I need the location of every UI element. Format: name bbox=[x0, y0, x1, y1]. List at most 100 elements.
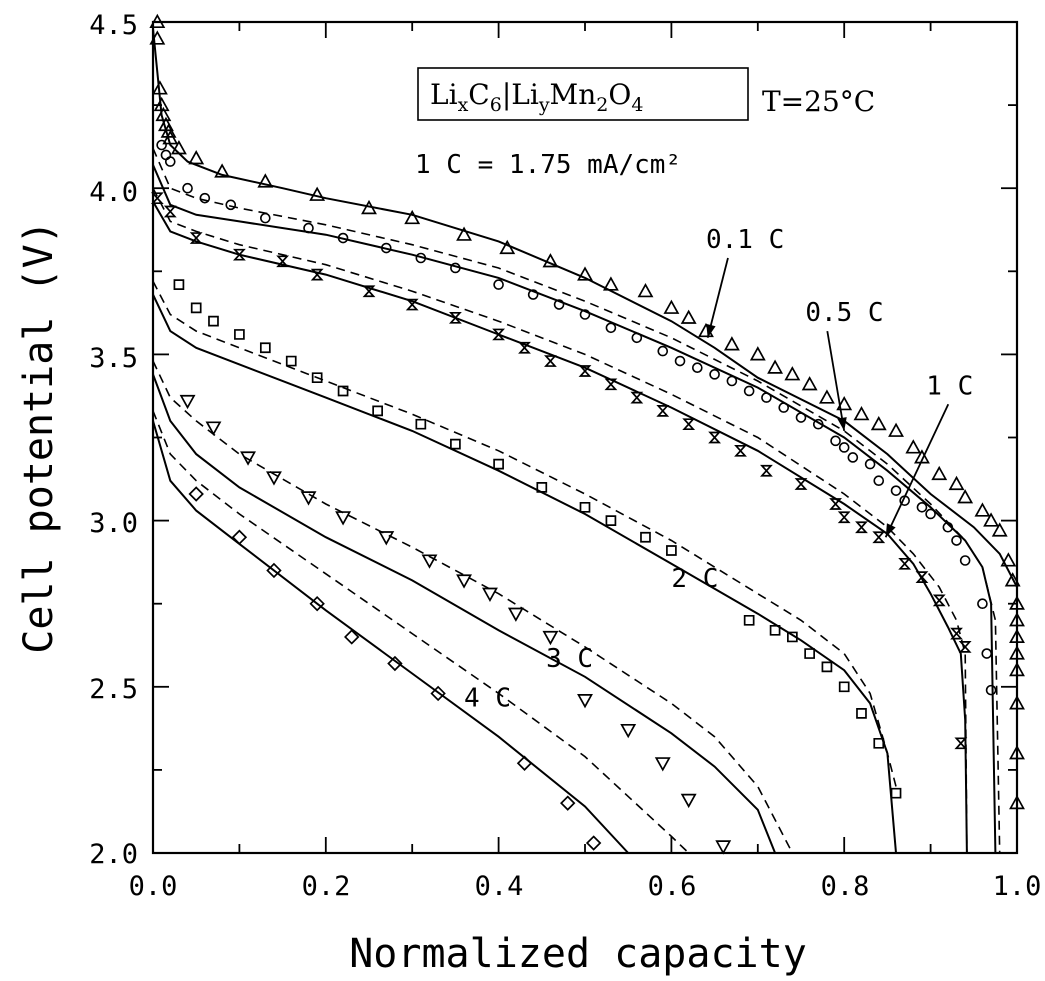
arrow-head bbox=[885, 523, 896, 538]
data-point bbox=[450, 438, 461, 450]
data-point bbox=[870, 415, 887, 431]
data-point bbox=[1009, 794, 1025, 810]
data-point bbox=[214, 163, 231, 178]
y-tick-label: 2.0 bbox=[89, 839, 138, 870]
x-axis-title: Normalized capacity bbox=[349, 931, 807, 977]
y-tick-label: 4.0 bbox=[89, 177, 138, 208]
data-point bbox=[818, 389, 835, 404]
data-point bbox=[577, 266, 593, 281]
data-point bbox=[1009, 745, 1025, 760]
y-axis-title: Cell potential (V) bbox=[16, 220, 62, 653]
data-point bbox=[837, 511, 851, 524]
y-tick-label: 2.5 bbox=[89, 674, 138, 705]
arrow-head bbox=[706, 323, 716, 338]
data-point bbox=[189, 232, 203, 244]
rate-label: 1 C bbox=[926, 371, 973, 401]
data-point bbox=[309, 595, 325, 612]
data-point bbox=[656, 405, 670, 417]
data-point bbox=[507, 607, 524, 622]
dashed-curve bbox=[152, 280, 897, 787]
data-point bbox=[931, 465, 948, 481]
x-tick-label: 0.4 bbox=[475, 871, 524, 902]
model-curve-0-1-C bbox=[152, 28, 1018, 588]
data-point bbox=[761, 392, 772, 403]
data-point bbox=[378, 531, 395, 546]
data-point bbox=[404, 209, 421, 225]
data-point bbox=[527, 289, 539, 300]
arrow-head bbox=[837, 417, 847, 431]
data-point bbox=[225, 199, 237, 211]
data-point bbox=[709, 369, 720, 380]
data-point bbox=[149, 30, 166, 45]
data-point bbox=[630, 391, 644, 404]
data-point bbox=[405, 298, 419, 311]
temperature-label: T=25°C bbox=[762, 85, 875, 118]
data-point bbox=[372, 405, 383, 417]
data-point bbox=[536, 482, 548, 493]
data-point bbox=[170, 140, 187, 155]
model-curve-1-C bbox=[152, 200, 968, 854]
data-point bbox=[760, 464, 773, 477]
data-point bbox=[836, 396, 853, 411]
dashed-curves bbox=[152, 147, 1001, 854]
data-point bbox=[493, 279, 504, 290]
data-point bbox=[232, 248, 246, 261]
data-point bbox=[847, 452, 859, 463]
data-point bbox=[415, 418, 427, 430]
data-point bbox=[518, 341, 531, 354]
data-point bbox=[682, 418, 696, 431]
data-point bbox=[149, 13, 166, 29]
data-point bbox=[208, 315, 219, 327]
data-point bbox=[259, 342, 271, 354]
experimental-markers bbox=[149, 13, 1025, 855]
data-point bbox=[179, 394, 196, 410]
data-point bbox=[637, 282, 654, 298]
data-point bbox=[604, 378, 618, 391]
data-point bbox=[560, 795, 576, 811]
rate-arrow bbox=[706, 257, 729, 339]
data-point bbox=[335, 511, 352, 526]
data-point bbox=[344, 629, 360, 645]
data-point bbox=[1009, 612, 1025, 627]
data-point bbox=[787, 631, 798, 643]
rate-label: 2 C bbox=[671, 564, 718, 594]
x-tick-label: 0.0 bbox=[129, 871, 178, 902]
x-tick-label: 0.8 bbox=[821, 871, 870, 902]
x-axis-tick-labels: 0.0 0.2 0.4 0.6 0.8 1.0 bbox=[129, 871, 1042, 902]
data-point bbox=[942, 521, 954, 533]
plot-area bbox=[151, 20, 1019, 855]
data-point bbox=[925, 508, 936, 520]
dashed-curve bbox=[152, 410, 690, 854]
data-point bbox=[801, 376, 818, 391]
model-curve-3-C bbox=[152, 373, 777, 854]
x-tick-label: 0.6 bbox=[648, 871, 697, 902]
dashed-curve bbox=[152, 147, 1001, 854]
data-point bbox=[482, 587, 498, 602]
data-point bbox=[950, 627, 963, 640]
formula-box-frame bbox=[417, 67, 749, 121]
data-point bbox=[654, 757, 671, 772]
data-point bbox=[890, 485, 902, 496]
data-point bbox=[266, 471, 282, 486]
data-point bbox=[794, 478, 808, 490]
data-point bbox=[266, 562, 282, 579]
data-point bbox=[499, 239, 516, 255]
rate-label: 4 C bbox=[464, 684, 511, 714]
y-tick-label: 3.0 bbox=[89, 508, 138, 539]
data-point bbox=[743, 385, 755, 397]
data-point bbox=[602, 276, 619, 291]
data-point bbox=[640, 531, 651, 543]
data-point bbox=[948, 475, 965, 491]
data-point bbox=[830, 435, 841, 447]
data-point bbox=[983, 512, 1000, 527]
data-point bbox=[190, 302, 202, 314]
data-point bbox=[1009, 645, 1025, 660]
data-point bbox=[680, 309, 697, 324]
data-point bbox=[164, 156, 176, 167]
data-point bbox=[234, 329, 245, 340]
data-point bbox=[1009, 661, 1025, 677]
data-point bbox=[456, 226, 472, 241]
data-point bbox=[872, 531, 886, 544]
rate-annotations: 0.1 C 0.5 C 1 C 2 C 3 C 4 C bbox=[464, 225, 973, 714]
